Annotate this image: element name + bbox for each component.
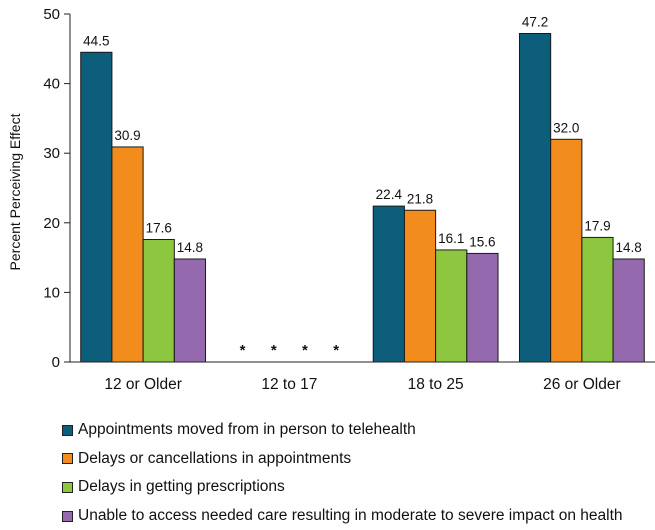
legend-item: Appointments moved from in person to tel…: [62, 416, 623, 445]
legend-item: Unable to access needed care resulting i…: [62, 502, 623, 530]
bar: [581, 236, 614, 363]
data-label: 17.9: [584, 218, 610, 233]
bar: [518, 32, 552, 363]
x-tick-label: 12 to 17: [261, 376, 317, 393]
bar: [435, 249, 468, 363]
bar: [403, 209, 437, 363]
bar: [466, 252, 499, 363]
legend-item: Delays in getting prescriptions: [62, 473, 623, 502]
bar: [142, 239, 175, 363]
data-label: 16.1: [438, 231, 464, 246]
data-label: 14.8: [177, 240, 203, 255]
legend-swatch: [62, 453, 73, 465]
legend-swatch: [62, 510, 73, 522]
data-label: 44.5: [83, 33, 109, 48]
data-label: 47.2: [522, 14, 548, 29]
data-label: 30.9: [114, 128, 140, 143]
y-tick-label: 0: [52, 354, 60, 371]
bar-chart: 0 10 20 30 40 50 44.5 30.9 17.6 14.8 * * * * 22.4 21.8…: [7, 6, 655, 393]
bar: [173, 258, 207, 363]
y-axis: 0 10 20 30 40 50: [43, 6, 71, 371]
legend-swatch: [62, 424, 73, 436]
legend-label: Appointments moved from in person to tel…: [78, 421, 416, 439]
bar: [550, 138, 583, 363]
x-tick-label: 26 or Older: [543, 376, 621, 393]
bar: [111, 146, 144, 363]
bar: [372, 205, 405, 363]
bar: [80, 51, 113, 363]
data-label: 32.0: [553, 120, 579, 135]
suppressed-marker: *: [333, 342, 339, 359]
data-labels: 44.5 30.9 17.6 14.8 * * * * 22.4 21.8 16.1 15.6 47.2…: [83, 14, 642, 359]
legend-label: Delays or cancellations in appointments: [78, 449, 352, 467]
bars: [80, 32, 645, 363]
data-label: 21.8: [407, 191, 433, 206]
y-tick-label: 40: [43, 76, 60, 93]
x-tick-label: 12 or Older: [104, 376, 182, 393]
suppressed-marker: *: [302, 342, 308, 359]
suppressed-marker: *: [271, 342, 277, 359]
x-axis: 12 or Older 12 to 17 18 to 25 26 or Older: [70, 361, 655, 393]
legend-item: Delays or cancellations in appointments: [62, 445, 623, 474]
data-label: 15.6: [469, 234, 495, 249]
y-axis-label: Percent Perceiving Effect: [7, 113, 23, 270]
bar: [612, 258, 645, 363]
y-tick-label: 10: [43, 284, 60, 301]
suppressed-marker: *: [240, 342, 246, 359]
x-tick-label: 18 to 25: [408, 376, 464, 393]
legend: Appointments moved from in person to tel…: [62, 416, 623, 530]
legend-label: Delays in getting prescriptions: [78, 478, 285, 496]
y-tick-label: 20: [43, 215, 60, 232]
data-label: 22.4: [376, 187, 403, 202]
data-label: 14.8: [616, 240, 642, 255]
legend-swatch: [62, 481, 73, 493]
legend-label: Unable to access needed care resulting i…: [78, 507, 623, 525]
y-tick-label: 30: [43, 145, 60, 162]
data-label: 17.6: [146, 221, 172, 236]
y-tick-label: 50: [43, 6, 60, 23]
